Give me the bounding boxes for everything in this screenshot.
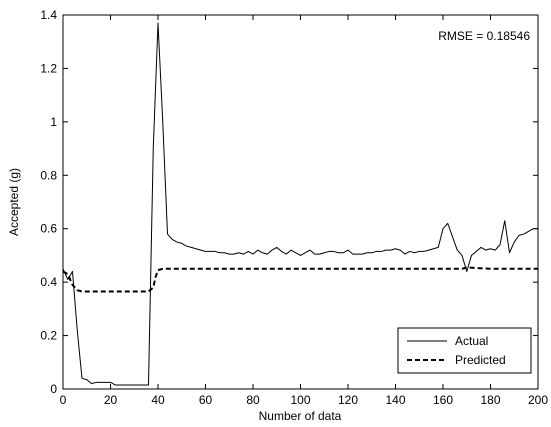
x-tick-label: 60 — [199, 393, 213, 407]
x-tick-label: 0 — [60, 393, 67, 407]
y-tick-label: 1 — [50, 115, 57, 129]
series-line-predicted — [62, 266, 538, 293]
legend-label-actual: Actual — [455, 334, 488, 348]
x-tick-label: 100 — [290, 393, 310, 407]
x-tick-label: 200 — [528, 393, 548, 407]
plot-area — [63, 15, 538, 389]
x-tick-label: 140 — [385, 393, 405, 407]
y-axis-label: Accepted (g) — [7, 168, 21, 236]
y-tick-label: 0.6 — [40, 222, 57, 236]
y-tick-label: 0.4 — [40, 275, 57, 289]
x-tick-label: 180 — [480, 393, 500, 407]
x-tick-label: 160 — [433, 393, 453, 407]
x-tick-label: 80 — [246, 393, 260, 407]
rmse-annotation: RMSE = 0.18546 — [438, 29, 530, 43]
series-line-actual — [62, 22, 538, 386]
legend: Actual Predicted — [397, 327, 532, 374]
legend-label-predicted: Predicted — [455, 353, 506, 367]
x-tick-label: 120 — [338, 393, 358, 407]
y-tick-label: 0 — [50, 382, 57, 396]
y-tick-label: 1.4 — [40, 8, 57, 22]
x-tick-label: 40 — [151, 393, 165, 407]
y-tick-label: 0.8 — [40, 168, 57, 182]
y-tick-label: 1.2 — [40, 61, 57, 75]
x-tick-label: 20 — [104, 393, 118, 407]
plot-frame — [62, 14, 539, 390]
legend-box — [397, 327, 532, 374]
x-axis-label: Number of data — [259, 409, 342, 423]
y-tick-label: 0.2 — [40, 329, 57, 343]
